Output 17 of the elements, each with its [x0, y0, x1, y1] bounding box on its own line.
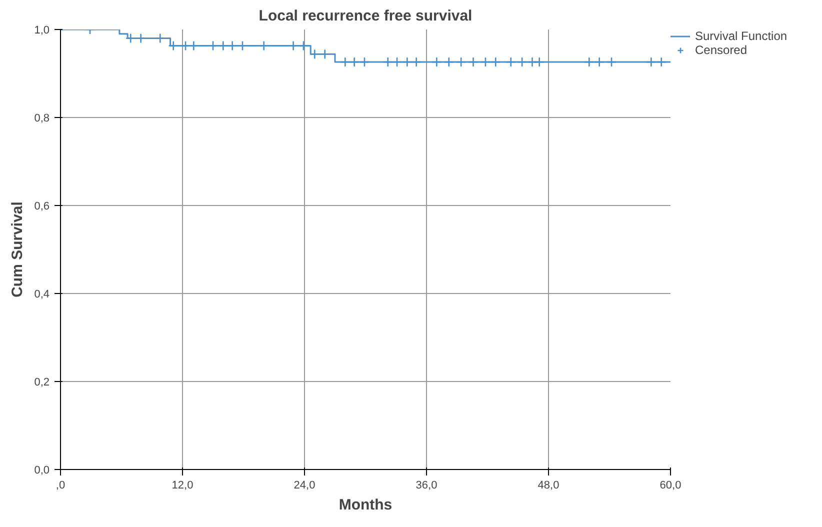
y-axis-title: Cum Survival: [9, 202, 26, 298]
y-tick-label: 1,0: [34, 24, 50, 36]
x-tick-label: ,0: [56, 480, 66, 492]
legend-label: Survival Function: [695, 29, 788, 43]
y-tick-label: 0,8: [34, 112, 50, 124]
x-axis-title: Months: [338, 496, 392, 514]
x-tick-label: 48,0: [538, 480, 560, 492]
x-tick-label: 60,0: [660, 480, 682, 492]
y-tick-label: 0,0: [34, 464, 50, 476]
chart-title: Local recurrence free survival: [258, 8, 472, 24]
y-tick-label: 0,6: [34, 200, 50, 212]
x-tick-label: 24,0: [294, 480, 316, 492]
x-tick-label: 36,0: [416, 480, 438, 492]
y-tick-label: 0,4: [34, 288, 50, 300]
legend-label: Censored: [695, 43, 748, 57]
x-tick-label: 12,0: [172, 480, 194, 492]
y-tick-label: 0,2: [34, 376, 50, 388]
